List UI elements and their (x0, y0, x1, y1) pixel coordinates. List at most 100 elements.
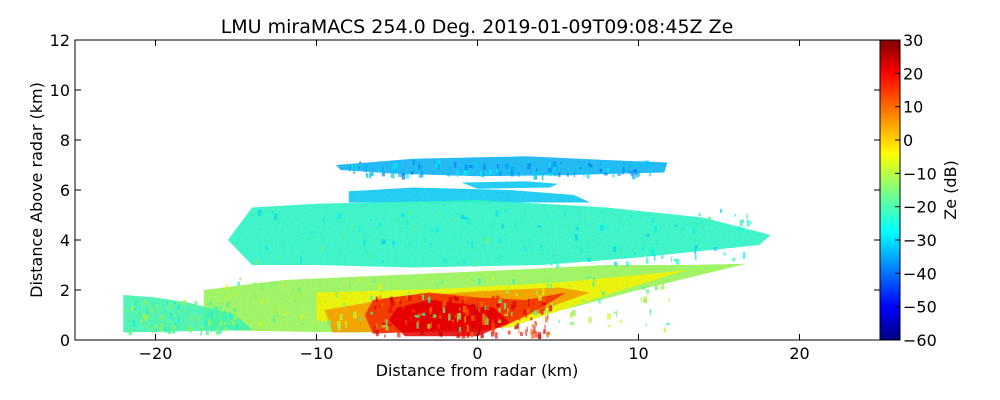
echo-gate (431, 311, 433, 317)
echo-gate (526, 308, 531, 313)
echo-gate (477, 278, 481, 285)
echo-gate (412, 168, 415, 173)
echo-gate (232, 308, 237, 312)
echo-gate (485, 237, 490, 244)
x-tick-label: −10 (300, 344, 334, 363)
echo-gate (212, 304, 215, 309)
echo-gate (621, 245, 623, 251)
echo-gate (694, 253, 697, 260)
echo-gate (381, 172, 386, 177)
echo-gate (234, 313, 238, 320)
echo-gate (547, 309, 549, 317)
echo-gate (534, 321, 538, 326)
echo-gate (471, 241, 474, 248)
echo-gate (370, 172, 374, 177)
echo-gate (482, 163, 486, 171)
echo-gate (420, 330, 424, 335)
echo-gate (407, 291, 411, 298)
echo-gate (518, 327, 520, 334)
x-tick-label: 20 (789, 344, 809, 363)
echo-gate (224, 327, 228, 332)
echo-gate (601, 210, 604, 215)
echo-gate (527, 163, 531, 170)
echo-mid-cloud-layer (227, 200, 771, 268)
echo-gate (557, 172, 561, 177)
echo-gate (656, 239, 659, 244)
echo-gate (535, 331, 538, 338)
echo-gate (496, 295, 500, 300)
echo-gate (670, 256, 673, 262)
echo-gate (519, 332, 523, 336)
echo-gate (444, 258, 447, 264)
echo-gate (343, 302, 346, 308)
echo-gate (432, 314, 437, 318)
echo-gate (231, 319, 234, 323)
echo-gate (383, 319, 386, 323)
echo-gate (385, 325, 389, 331)
echo-gate (129, 304, 131, 307)
echo-gate (366, 173, 368, 178)
echo-gate (145, 324, 148, 328)
colorbar-tick-label: −10 (903, 164, 937, 183)
echo-gate (205, 310, 208, 314)
echo-gate (231, 321, 236, 325)
echo-gate (541, 171, 543, 178)
echo-gate (452, 303, 454, 309)
echo-gate (358, 226, 361, 232)
echo-gate (431, 227, 434, 233)
echo-gate (694, 245, 698, 250)
echo-gate (471, 304, 475, 307)
echo-gate (159, 328, 161, 333)
echo-gate (436, 283, 438, 287)
echo-gate (475, 160, 479, 165)
echo-gate (215, 306, 219, 311)
echo-gate (408, 295, 412, 301)
echo-gate (469, 165, 473, 168)
echo-gate (436, 161, 440, 165)
echo-gate (495, 210, 499, 217)
echo-gate (602, 161, 606, 166)
echo-gate (206, 331, 210, 336)
echo-gate (525, 314, 528, 318)
echo-gate (442, 307, 446, 313)
echo-gate (653, 254, 656, 261)
echo-gate (575, 234, 578, 241)
echo-gate (393, 165, 397, 173)
echo-gate (578, 169, 581, 173)
echo-gate (412, 160, 416, 165)
echo-gate (435, 212, 439, 217)
echo-gate (547, 168, 552, 174)
echo-gate (741, 228, 745, 232)
echo-gate (397, 330, 401, 338)
echo-gate (167, 328, 170, 333)
echo-gate (146, 308, 149, 315)
echo-gate (629, 162, 631, 166)
colorbar-tick-label: −20 (903, 198, 937, 217)
echo-gate (358, 166, 360, 169)
echo-gate (235, 292, 239, 295)
echo-gate (233, 316, 236, 320)
echo-gate (227, 312, 229, 317)
echo-gate (632, 169, 635, 172)
echo-gate (631, 172, 636, 180)
echo-gate (273, 208, 278, 212)
echo-gate (455, 170, 459, 174)
echo-gate (535, 301, 537, 309)
echo-gate (581, 299, 585, 303)
echo-gate (470, 332, 474, 338)
echo-gate (482, 319, 486, 325)
echo-gate (485, 169, 488, 176)
echo-gate (219, 329, 222, 334)
echo-gate (530, 317, 533, 321)
echo-gate (553, 172, 557, 176)
echo-gate (217, 328, 220, 335)
echo-gate (177, 304, 180, 309)
echo-gate (514, 325, 518, 330)
echo-gate (176, 301, 179, 305)
echo-gate (308, 311, 311, 316)
echo-gate (675, 258, 680, 265)
echo-gate (176, 323, 180, 330)
echo-gate (548, 305, 553, 312)
echo-gate (160, 314, 164, 320)
